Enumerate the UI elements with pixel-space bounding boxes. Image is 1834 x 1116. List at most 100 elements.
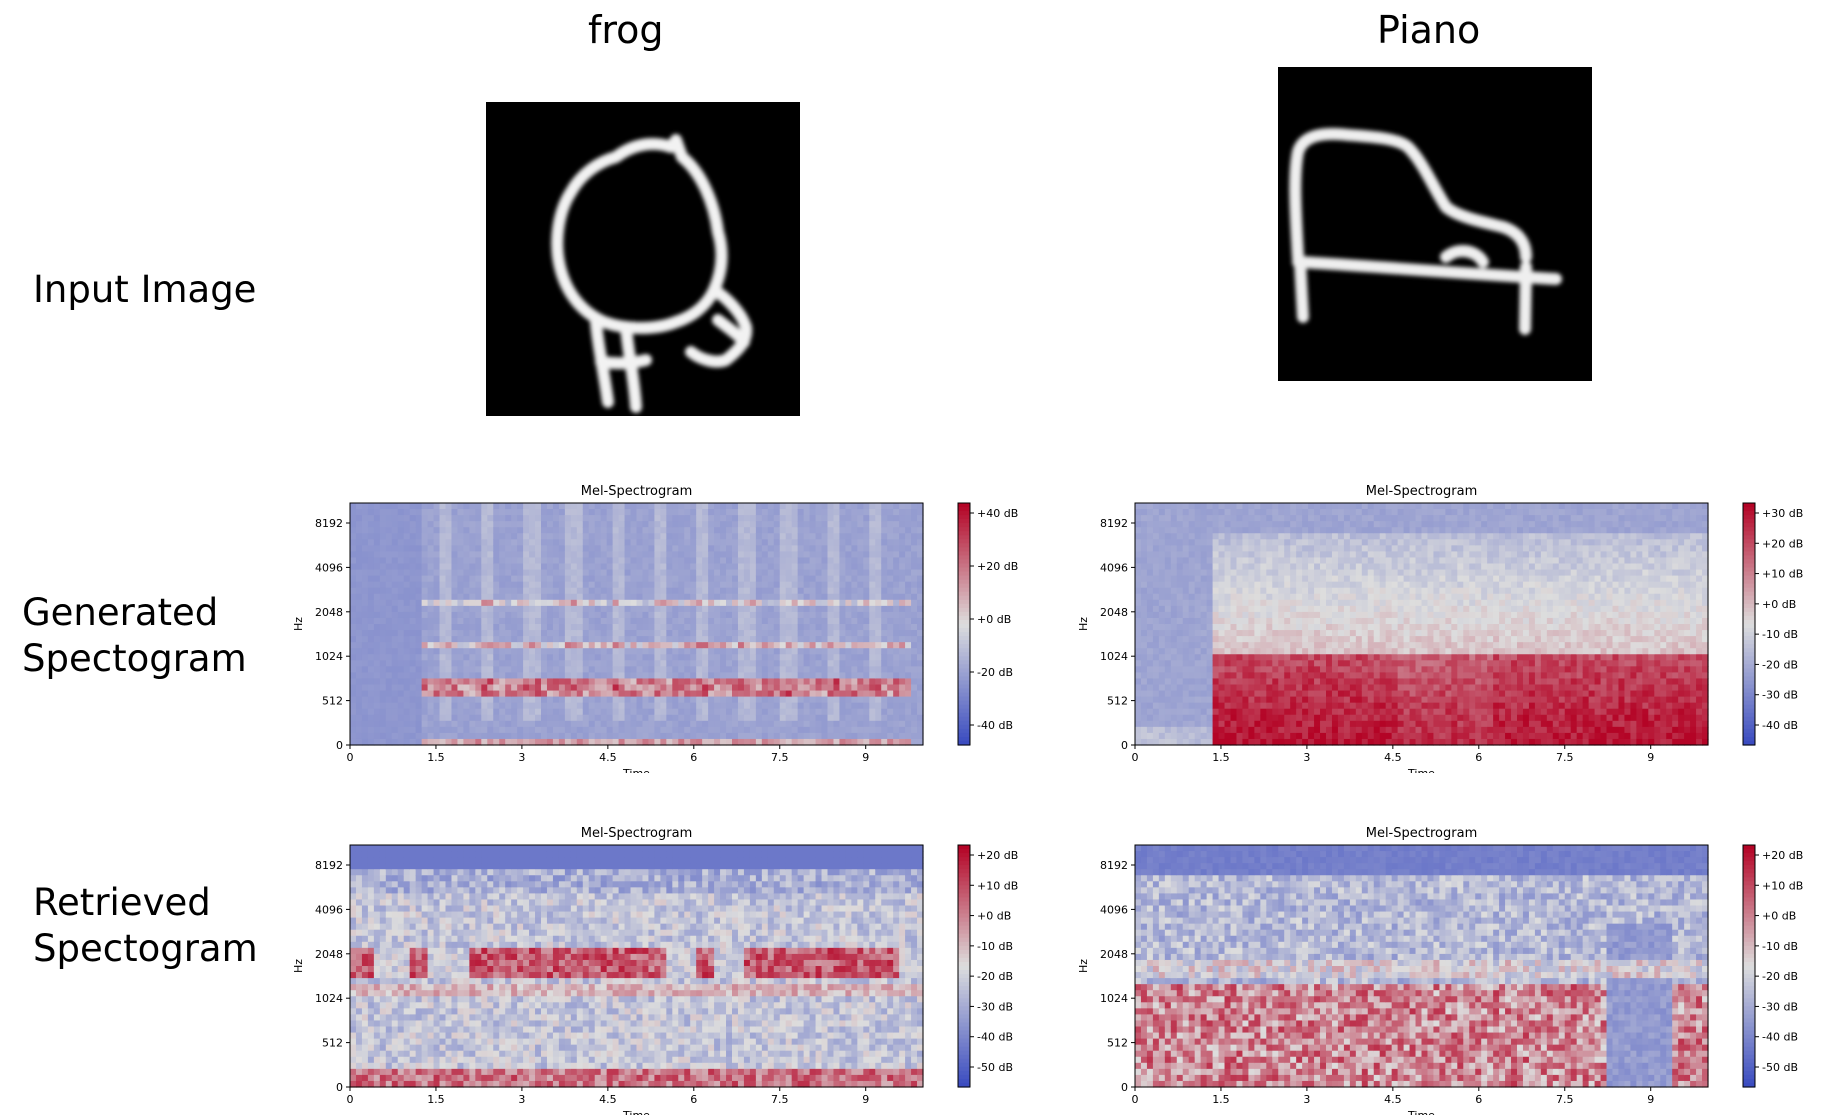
heatmap-cell [403, 654, 411, 661]
heatmap-cell [1284, 611, 1291, 619]
heatmap-cell [558, 672, 566, 680]
heatmap-cell [755, 587, 763, 595]
heatmap-cell [439, 648, 447, 655]
heatmap-cell [355, 557, 363, 565]
heatmap-cell [576, 575, 584, 583]
heatmap-cell [767, 593, 775, 601]
heatmap-cell [791, 581, 799, 589]
heatmap-cell [648, 678, 656, 686]
heatmap-cell [845, 690, 852, 698]
heatmap-cell [732, 527, 739, 534]
heatmap-cell [666, 533, 673, 540]
heatmap-cell [803, 581, 811, 589]
heatmap-cell [827, 539, 835, 546]
heatmap-cell [475, 726, 482, 734]
heatmap-cell [905, 557, 912, 565]
heatmap-cell [445, 557, 453, 565]
heatmap-cell [857, 702, 864, 710]
heatmap-cell [582, 545, 590, 552]
heatmap-cell [379, 672, 387, 680]
heatmap-cell [552, 684, 560, 692]
heatmap-cell [517, 539, 524, 546]
heatmap-cell [523, 569, 530, 577]
heatmap-cell [606, 503, 614, 510]
heatmap-cell [815, 702, 823, 710]
heatmap-cell [361, 666, 369, 673]
heatmap-cell [827, 636, 835, 643]
heatmap-cell [481, 648, 488, 655]
heatmap-cell [457, 533, 465, 540]
heatmap-cell [1176, 581, 1184, 589]
heatmap-cell [481, 672, 488, 680]
heatmap-cell [355, 684, 363, 692]
heatmap-cell [845, 624, 852, 631]
heatmap-cell [517, 569, 524, 577]
heatmap-cell [887, 563, 894, 571]
heatmap-cell [373, 593, 381, 601]
heatmap-cell [737, 521, 745, 528]
heatmap-cell [905, 581, 912, 589]
heatmap-cell [606, 666, 614, 673]
heatmap-cell [857, 648, 864, 655]
heatmap-cell [881, 563, 888, 571]
heatmap-cell [403, 636, 411, 643]
heatmap-cell [917, 648, 924, 655]
heatmap-cell [624, 636, 632, 643]
heatmap-cell [350, 515, 357, 522]
heatmap-cell [493, 684, 500, 692]
heatmap-cell [893, 605, 900, 613]
heatmap-cell [1182, 684, 1190, 692]
heatmap-cell [1242, 527, 1250, 534]
heatmap-cell [660, 539, 667, 546]
heatmap-cell [385, 636, 393, 643]
heatmap-cell [684, 581, 691, 589]
heatmap-cell [535, 714, 542, 722]
heatmap-cell [552, 702, 560, 710]
heatmap-cell [1135, 569, 1142, 577]
heatmap-cell [1170, 726, 1178, 734]
heatmap-cell [893, 563, 900, 571]
heatmap-cell [433, 654, 441, 661]
heatmap-cell [743, 654, 751, 661]
heatmap-cell [535, 581, 542, 589]
heatmap-cell [463, 678, 470, 686]
colorbar-step [958, 611, 970, 617]
heatmap-cell [1176, 593, 1184, 601]
heatmap-cell [732, 714, 739, 722]
heatmap-cell [618, 630, 626, 637]
heatmap-cell [875, 587, 882, 595]
heatmap-cell [726, 599, 733, 607]
heatmap-cell [696, 672, 703, 680]
heatmap-cell [624, 666, 632, 673]
heatmap-cell [875, 666, 882, 673]
heatmap-cell [708, 527, 715, 534]
heatmap-cell [612, 660, 620, 667]
heatmap-cell [1200, 654, 1208, 661]
heatmap-cell [588, 660, 596, 667]
heatmap-cell [576, 551, 584, 559]
heatmap-cell [690, 642, 697, 649]
heatmap-cell [475, 557, 482, 565]
heatmap-cell [1218, 605, 1226, 613]
heatmap-cell [863, 720, 870, 728]
heatmap-cell [1284, 509, 1291, 516]
heatmap-cell [1146, 515, 1154, 522]
heatmap-cell [487, 702, 494, 710]
heatmap-cell [636, 726, 644, 734]
heatmap-cell [1266, 587, 1273, 595]
heatmap-cell [1170, 617, 1178, 625]
heatmap-cell [552, 630, 560, 637]
heatmap-cell [415, 581, 423, 589]
heatmap-cell [743, 702, 751, 710]
heatmap-cell [911, 726, 918, 734]
heatmap-cell [1146, 539, 1154, 546]
heatmap-cell [660, 575, 667, 583]
heatmap-cell [672, 611, 679, 619]
heatmap-cell [469, 617, 476, 625]
heatmap-cell [803, 654, 811, 661]
heatmap-cell [767, 605, 775, 613]
heatmap-cell [445, 593, 453, 601]
heatmap-cell [475, 696, 482, 704]
heatmap-cell [1158, 503, 1166, 510]
heatmap-cell [618, 569, 626, 577]
